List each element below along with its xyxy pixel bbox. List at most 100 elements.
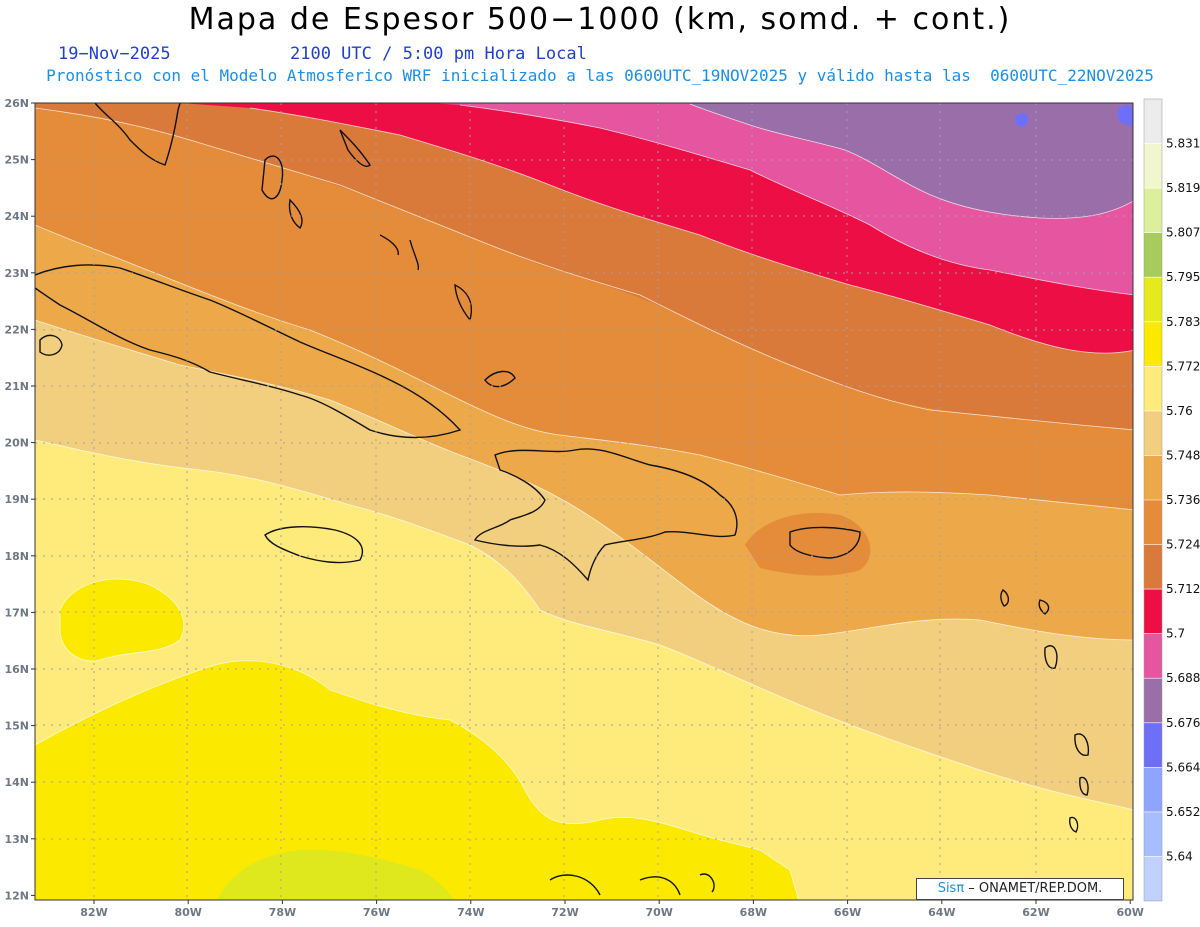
lat-label: 17N <box>4 606 29 619</box>
legend-swatch <box>1144 722 1162 768</box>
jamaica-coast <box>264 526 363 564</box>
hispaniola-coast <box>473 448 738 582</box>
lat-label: 13N <box>4 833 29 846</box>
band-5664-spot-2 <box>1117 104 1133 126</box>
band-576-hole-1 <box>60 579 184 661</box>
band-5783 <box>217 849 456 900</box>
forecast-time: 2100 UTC / 5:00 pm Hora Local <box>290 44 587 64</box>
credit-brand: Sisπ <box>937 881 965 896</box>
lon-label: 62W <box>1022 906 1049 919</box>
bahamas-7 <box>409 239 420 271</box>
legend-label: 5.795 <box>1166 270 1200 284</box>
legend-swatch <box>1144 455 1162 500</box>
legend-label: 5.688 <box>1166 671 1200 685</box>
legend-swatch <box>1144 811 1162 857</box>
model-subtitle: Pronóstico con el Modelo Atmosferico WRF… <box>46 66 1154 85</box>
lat-label: 16N <box>4 663 29 676</box>
lat-label: 19N <box>4 493 29 506</box>
lesser-antilles-4 <box>1069 816 1079 833</box>
credit-text: – ONAMET/REP.DOM. <box>964 881 1103 896</box>
legend-label: 5.819 <box>1166 181 1200 195</box>
legend-swatch <box>1144 321 1162 367</box>
lat-label: 24N <box>4 210 29 223</box>
legend-label: 5.724 <box>1166 538 1200 552</box>
legend-label: 5.652 <box>1166 805 1200 819</box>
legend-label: 5.64 <box>1166 849 1193 863</box>
lon-label: 76W <box>363 906 390 919</box>
legend-swatch <box>1144 678 1162 723</box>
lesser-antilles-2 <box>1074 733 1090 756</box>
puerto-rico-coast <box>789 526 861 559</box>
legend-swatch <box>1144 143 1162 189</box>
lat-label: 14N <box>4 776 29 789</box>
legend-swatch <box>1144 277 1162 322</box>
legend-label: 5.831 <box>1166 137 1200 151</box>
legend-swatch <box>1144 232 1162 278</box>
coastlines <box>35 103 1090 896</box>
legend-label: 5.772 <box>1166 359 1200 373</box>
legend-label: 5.783 <box>1166 315 1200 329</box>
bahamas-4 <box>379 234 399 256</box>
legend-swatch <box>1144 500 1162 545</box>
legend-swatch <box>1144 856 1162 901</box>
legend-label: 5.748 <box>1166 448 1200 462</box>
lat-label: 20N <box>4 437 29 450</box>
lesser-antilles-6 <box>1000 589 1010 607</box>
lesser-antilles-3 <box>1079 776 1089 796</box>
thickness-contours <box>35 103 1133 900</box>
venezuela-islands <box>549 873 715 896</box>
isla-juventud <box>39 334 63 356</box>
cuba-coast <box>35 264 462 439</box>
legend-label: 5.676 <box>1166 716 1200 730</box>
longitude-axis: 82W 80W 78W 76W 74W 72W 70W 68W 66W 64W 62W 60W <box>80 900 1144 919</box>
legend-label: 5.736 <box>1166 493 1200 507</box>
legend-swatch <box>1144 767 1162 812</box>
latitude-axis: 26N 25N 24N 23N 22N 21N 20N 19N 18N 17N 16N 15N 14N 1… <box>4 97 35 902</box>
lesser-antilles-1 <box>1044 645 1058 669</box>
legend-swatch <box>1144 544 1162 590</box>
lat-label: 23N <box>4 267 29 280</box>
lat-label: 18N <box>4 550 29 563</box>
legend-swatch <box>1144 188 1162 233</box>
legend-swatch <box>1144 633 1162 679</box>
credit-box: Sisπ – ONAMET/REP.DOM. <box>916 878 1124 900</box>
lon-label: 72W <box>551 906 578 919</box>
legend-label: 5.7 <box>1166 627 1185 641</box>
lesser-antilles-5 <box>1038 599 1050 615</box>
forecast-date: 19−Nov−2025 <box>58 44 171 64</box>
lon-label: 78W <box>269 906 296 919</box>
legend-label: 5.76 <box>1166 404 1193 418</box>
lon-label: 80W <box>174 906 201 919</box>
legend-label: 5.807 <box>1166 226 1200 240</box>
lon-label: 60W <box>1116 906 1143 919</box>
legend-swatch <box>1144 589 1162 634</box>
color-legend: 5.831 5.819 5.807 5.795 5.783 5.772 5.76 5.748 5… <box>1143 98 1200 902</box>
band-5664-spot-1 <box>1015 113 1029 127</box>
lat-label: 15N <box>4 720 29 733</box>
lat-label: 26N <box>4 97 29 110</box>
lon-label: 74W <box>457 906 484 919</box>
lat-label: 12N <box>4 889 29 902</box>
graticule <box>35 103 1133 900</box>
lon-label: 64W <box>928 906 955 919</box>
lat-label: 22N <box>4 323 29 336</box>
bahamas-2 <box>339 129 371 167</box>
bahamas-1 <box>261 155 284 200</box>
contour-lines <box>35 103 1133 900</box>
band-576-hole-2 <box>35 660 799 900</box>
legend-swatch <box>1144 99 1162 144</box>
legend-swatch <box>1144 410 1162 456</box>
map-title: Mapa de Espesor 500−1000 (km, somd. + co… <box>188 2 1012 37</box>
lat-label: 25N <box>4 154 29 167</box>
lon-label: 82W <box>80 906 107 919</box>
legend-label: 5.664 <box>1166 760 1200 774</box>
lon-label: 68W <box>740 906 767 919</box>
florida-coast <box>94 103 181 166</box>
band-5676 <box>680 103 1133 219</box>
lon-label: 70W <box>645 906 672 919</box>
plot-frame <box>34 102 1134 901</box>
lat-label: 21N <box>4 380 29 393</box>
legend-label: 5.712 <box>1166 582 1200 596</box>
legend-swatch <box>1144 366 1162 411</box>
